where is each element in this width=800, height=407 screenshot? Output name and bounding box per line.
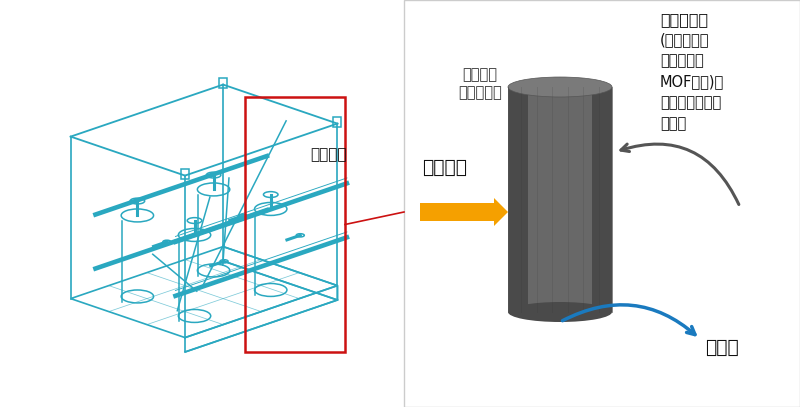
Bar bbox=[181, 168, 189, 179]
Bar bbox=[508, 87, 528, 312]
Bar bbox=[334, 116, 342, 127]
Ellipse shape bbox=[508, 302, 612, 322]
Text: プリーツ: プリーツ bbox=[462, 67, 498, 82]
Text: ろ過水: ろ過水 bbox=[705, 337, 738, 357]
Bar bbox=[219, 78, 227, 88]
Bar bbox=[245, 97, 345, 352]
Ellipse shape bbox=[508, 77, 612, 97]
FancyArrowPatch shape bbox=[562, 305, 695, 335]
Text: フィルター: フィルター bbox=[458, 85, 502, 100]
FancyArrowPatch shape bbox=[621, 144, 739, 204]
Text: ベッセル: ベッセル bbox=[310, 147, 346, 162]
Bar bbox=[592, 87, 612, 312]
Bar bbox=[404, 0, 800, 407]
FancyArrow shape bbox=[420, 198, 508, 226]
Text: 原水通水: 原水通水 bbox=[422, 158, 467, 177]
Text: 機能性粉体: 機能性粉体 bbox=[660, 12, 708, 27]
Bar bbox=[508, 87, 612, 312]
Text: (粉末活性炭
ゼオライト
MOFなど)を
フィルター表面
に添着: (粉末活性炭 ゼオライト MOFなど)を フィルター表面 に添着 bbox=[660, 32, 724, 131]
